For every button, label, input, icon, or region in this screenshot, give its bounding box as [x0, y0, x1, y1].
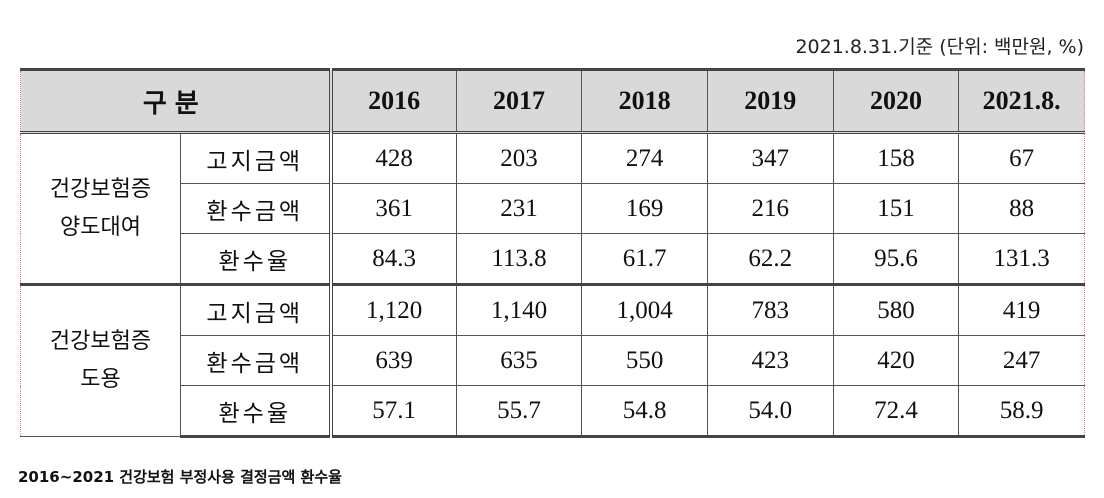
- value-cell: 95.6: [832, 233, 960, 285]
- value-cell: 419: [958, 283, 1085, 336]
- value-cell: 428: [330, 132, 457, 184]
- value-cell: 216: [706, 183, 834, 234]
- row-label: 고지금액: [180, 132, 333, 184]
- value-cell: 231: [455, 183, 583, 234]
- data-row: 환수금액 361 231 169 216 151 88: [21, 183, 1085, 234]
- header-cell: 2018: [581, 68, 708, 134]
- data-row: 환수율 57.1 55.7 54.8 54.0 72.4 58.9: [21, 385, 1085, 438]
- data-row: 환수율 84.3 113.8 61.7 62.2 95.6 131.3: [21, 233, 1085, 285]
- header-cell: 2017: [455, 68, 583, 134]
- row-label: 환수금액: [180, 335, 333, 386]
- value-cell: 54.8: [581, 385, 708, 438]
- value-cell: 84.3: [330, 233, 457, 285]
- group-label-line: 도용: [80, 367, 121, 392]
- value-cell: 274: [581, 132, 708, 184]
- row-label: 환수율: [180, 385, 333, 438]
- value-cell: 54.0: [706, 385, 834, 438]
- value-cell: 62.2: [706, 233, 834, 285]
- header-cell: 구분: [20, 68, 333, 134]
- value-cell: 88: [958, 183, 1085, 234]
- data-table: 구분 2016 2017 2018 2019 2020 2021.8. 건강보험증 양도대여 고지…: [20, 68, 1085, 438]
- value-cell: 203: [455, 132, 583, 184]
- value-cell: 361: [330, 183, 457, 234]
- row-label: 환수금액: [180, 183, 333, 234]
- value-cell: 55.7: [455, 385, 583, 438]
- row-label: 환수율: [180, 233, 333, 285]
- data-row: 환수금액 639 635 550 423 420 247: [21, 335, 1085, 386]
- group-label-line: 건강보험증: [49, 329, 152, 354]
- value-cell: 158: [832, 132, 960, 184]
- value-cell: 247: [958, 335, 1085, 386]
- value-cell: 151: [832, 183, 960, 234]
- header-row: 구분 2016 2017 2018 2019 2020 2021.8.: [20, 68, 1085, 134]
- group-label-line: 양도대여: [60, 214, 141, 240]
- data-row: 건강보험증 양도대여 고지금액 428 203 274 347 158 67: [20, 132, 1085, 285]
- value-cell: 1,140: [455, 283, 583, 336]
- value-cell: 169: [581, 183, 708, 234]
- value-cell: 639: [330, 335, 457, 386]
- value-cell: 58.9: [958, 385, 1085, 438]
- unit-note: 2021.8.31.기준 (단위: 백만원, %): [795, 36, 1084, 58]
- group-label-line: 건강보험증: [49, 176, 152, 202]
- header-cell: 2020: [832, 68, 960, 134]
- caption: 2016~2021 건강보험 부정사용 결정금액 환수율: [18, 468, 342, 486]
- value-cell: 423: [706, 335, 834, 386]
- value-cell: 347: [706, 132, 834, 184]
- value-cell: 420: [832, 335, 960, 386]
- header-cell: 2019: [706, 68, 834, 134]
- row-label: 고지금액: [180, 283, 333, 336]
- value-cell: 1,120: [330, 283, 457, 336]
- value-cell: 783: [706, 283, 834, 336]
- value-cell: 550: [581, 335, 708, 386]
- value-cell: 580: [832, 283, 960, 336]
- value-cell: 67: [958, 132, 1085, 184]
- value-cell: 131.3: [958, 233, 1085, 285]
- value-cell: 57.1: [330, 385, 457, 438]
- value-cell: 635: [455, 335, 583, 386]
- data-row: 건강보험증 도용 고지금액 1,120 1,140 1,004 783 580 419: [20, 283, 1085, 437]
- header-cell: 2021.8.: [958, 68, 1085, 134]
- value-cell: 72.4: [832, 385, 960, 438]
- header-cell: 2016: [330, 68, 457, 134]
- value-cell: 113.8: [455, 233, 583, 285]
- value-cell: 1,004: [581, 283, 708, 336]
- value-cell: 61.7: [581, 233, 708, 285]
